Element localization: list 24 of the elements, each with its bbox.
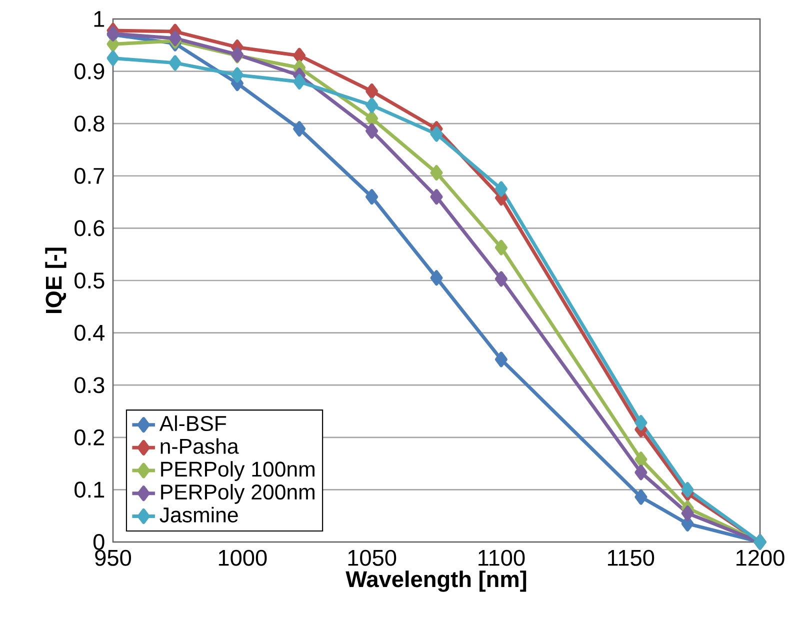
legend-label: Jasmine xyxy=(160,506,238,522)
x-tick-label: 1000 xyxy=(218,550,267,566)
legend-label: PERPoly 200nm xyxy=(161,484,314,504)
y-tick-label: 0.3 xyxy=(74,377,104,394)
x-tick-label: 1050 xyxy=(348,550,396,566)
legend-label: PERPoly 100nm xyxy=(161,461,314,481)
x-tick-label: 950 xyxy=(95,550,132,566)
y-tick-label: 0.4 xyxy=(74,324,105,341)
y-tick-label: 1 xyxy=(94,11,104,27)
y-tick-label: 0.7 xyxy=(74,168,104,184)
legend-label: Al-BSF xyxy=(159,415,226,432)
y-axis-title: IQE [-] xyxy=(45,248,66,313)
y-tick-label: 0.2 xyxy=(74,429,104,446)
x-tick-label: 1200 xyxy=(736,550,784,566)
y-tick-label: 0.1 xyxy=(74,482,104,498)
x-tick-label: 1150 xyxy=(608,550,654,566)
y-tick-label: 0.8 xyxy=(74,116,104,132)
legend-label: n-Pasha xyxy=(160,438,239,454)
y-tick-label: 0 xyxy=(93,534,104,550)
y-tick-label: 0.6 xyxy=(74,220,104,236)
x-axis-title: Wavelength [nm] xyxy=(346,570,526,592)
y-tick-label: 0.5 xyxy=(74,272,104,289)
y-tick-label: 0.9 xyxy=(74,63,104,80)
x-tick-label: 1100 xyxy=(478,550,525,566)
